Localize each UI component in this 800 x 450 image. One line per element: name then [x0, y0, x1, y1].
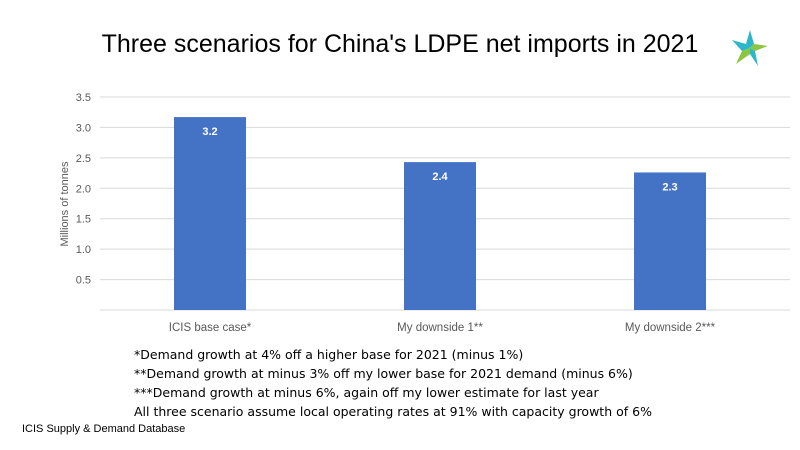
- footnote-4: All three scenario assume local operatin…: [134, 404, 652, 419]
- y-tick-label: 0.5: [76, 275, 91, 287]
- y-tick-label: 3.0: [76, 122, 91, 134]
- bar: [634, 172, 706, 310]
- y-tick-label: 1.0: [76, 244, 91, 256]
- footnote-2: **Demand growth at minus 3% off my lower…: [134, 366, 633, 381]
- footnotes: *Demand growth at 4% off a higher base f…: [134, 345, 652, 421]
- bar: [404, 162, 476, 310]
- source-note: ICIS Supply & Demand Database: [22, 423, 186, 435]
- data-label: 2.3: [662, 181, 677, 193]
- y-tick-label: 1.5: [76, 214, 91, 226]
- x-tick-label: ICIS base case*: [169, 322, 252, 334]
- data-label: 3.2: [202, 126, 217, 138]
- data-label: 2.4: [432, 171, 448, 183]
- y-tick-label: 2.5: [76, 153, 91, 165]
- icis-star-logo-icon: [732, 30, 768, 66]
- y-tick-label: 2.0: [76, 183, 91, 195]
- y-axis-label: Millions of tonnes: [59, 161, 71, 246]
- bar: [174, 117, 246, 310]
- chart-title: Three scenarios for China's LDPE net imp…: [101, 30, 699, 58]
- x-tick-label: My downside 1**: [397, 322, 483, 334]
- y-tick-label: 3.5: [76, 92, 91, 104]
- footnote-1: *Demand growth at 4% off a higher base f…: [134, 347, 524, 362]
- x-tick-label: My downside 2***: [625, 322, 716, 334]
- footnote-3: ***Demand growth at minus 6%, again off …: [134, 385, 599, 400]
